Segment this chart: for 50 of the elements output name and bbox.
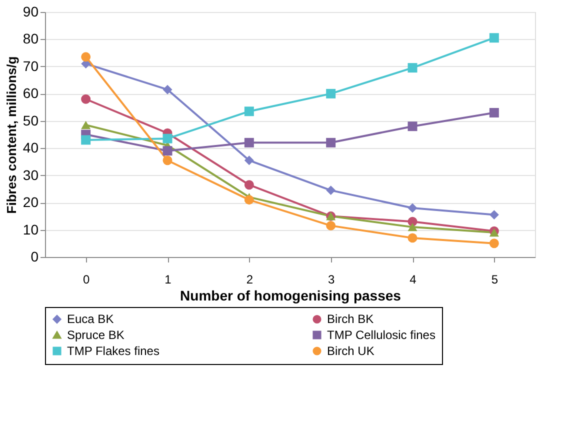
legend-label: Euca BK [67, 312, 114, 326]
point [244, 195, 254, 205]
point [162, 156, 172, 166]
legend-label: TMP Flakes fines [67, 344, 160, 358]
y-tick-label: 10 [22, 221, 39, 238]
point [408, 222, 418, 232]
x-axis-title: Number of homogenising passes [180, 288, 402, 304]
point [81, 52, 91, 62]
point [244, 138, 254, 148]
y-tick-label: 80 [22, 30, 39, 47]
point [408, 233, 418, 243]
point [326, 138, 336, 148]
y-tick-label: 90 [22, 4, 39, 20]
legend-label: Spruce BK [67, 328, 124, 342]
y-tick-label: 40 [22, 140, 39, 156]
point [244, 156, 254, 166]
y-tick-label: 70 [22, 58, 39, 74]
point [489, 238, 499, 248]
point [162, 84, 172, 94]
point [162, 134, 172, 144]
point [408, 63, 418, 73]
point [489, 210, 499, 220]
y-tick-label: 30 [22, 166, 39, 183]
point [81, 94, 91, 104]
point [408, 122, 418, 132]
legend-label: Birch UK [327, 344, 374, 358]
point [489, 33, 499, 43]
point [489, 108, 499, 118]
point [326, 186, 336, 196]
point [326, 220, 336, 230]
point [81, 120, 91, 130]
legend-label: TMP Cellulosic fines [327, 328, 436, 342]
y-tick-label: 60 [22, 85, 39, 102]
y-axis-title: Fibres content, millions/g [4, 56, 19, 214]
y-tick-label: 0 [30, 248, 39, 264]
point [244, 180, 254, 190]
point [81, 135, 91, 145]
x-tick-label: 2 [246, 272, 254, 286]
x-tick-label: 0 [82, 272, 90, 286]
point [408, 203, 418, 213]
legend-label: Birch BK [327, 312, 374, 326]
point [326, 88, 336, 98]
x-tick-label: 1 [164, 272, 172, 286]
point [162, 146, 172, 156]
x-tick-label: 5 [491, 272, 498, 286]
point [244, 106, 254, 116]
x-tick-label: 4 [410, 272, 417, 286]
y-tick-label: 20 [22, 194, 39, 210]
x-tick-label: 3 [328, 272, 335, 286]
y-tick-label: 50 [22, 112, 39, 128]
